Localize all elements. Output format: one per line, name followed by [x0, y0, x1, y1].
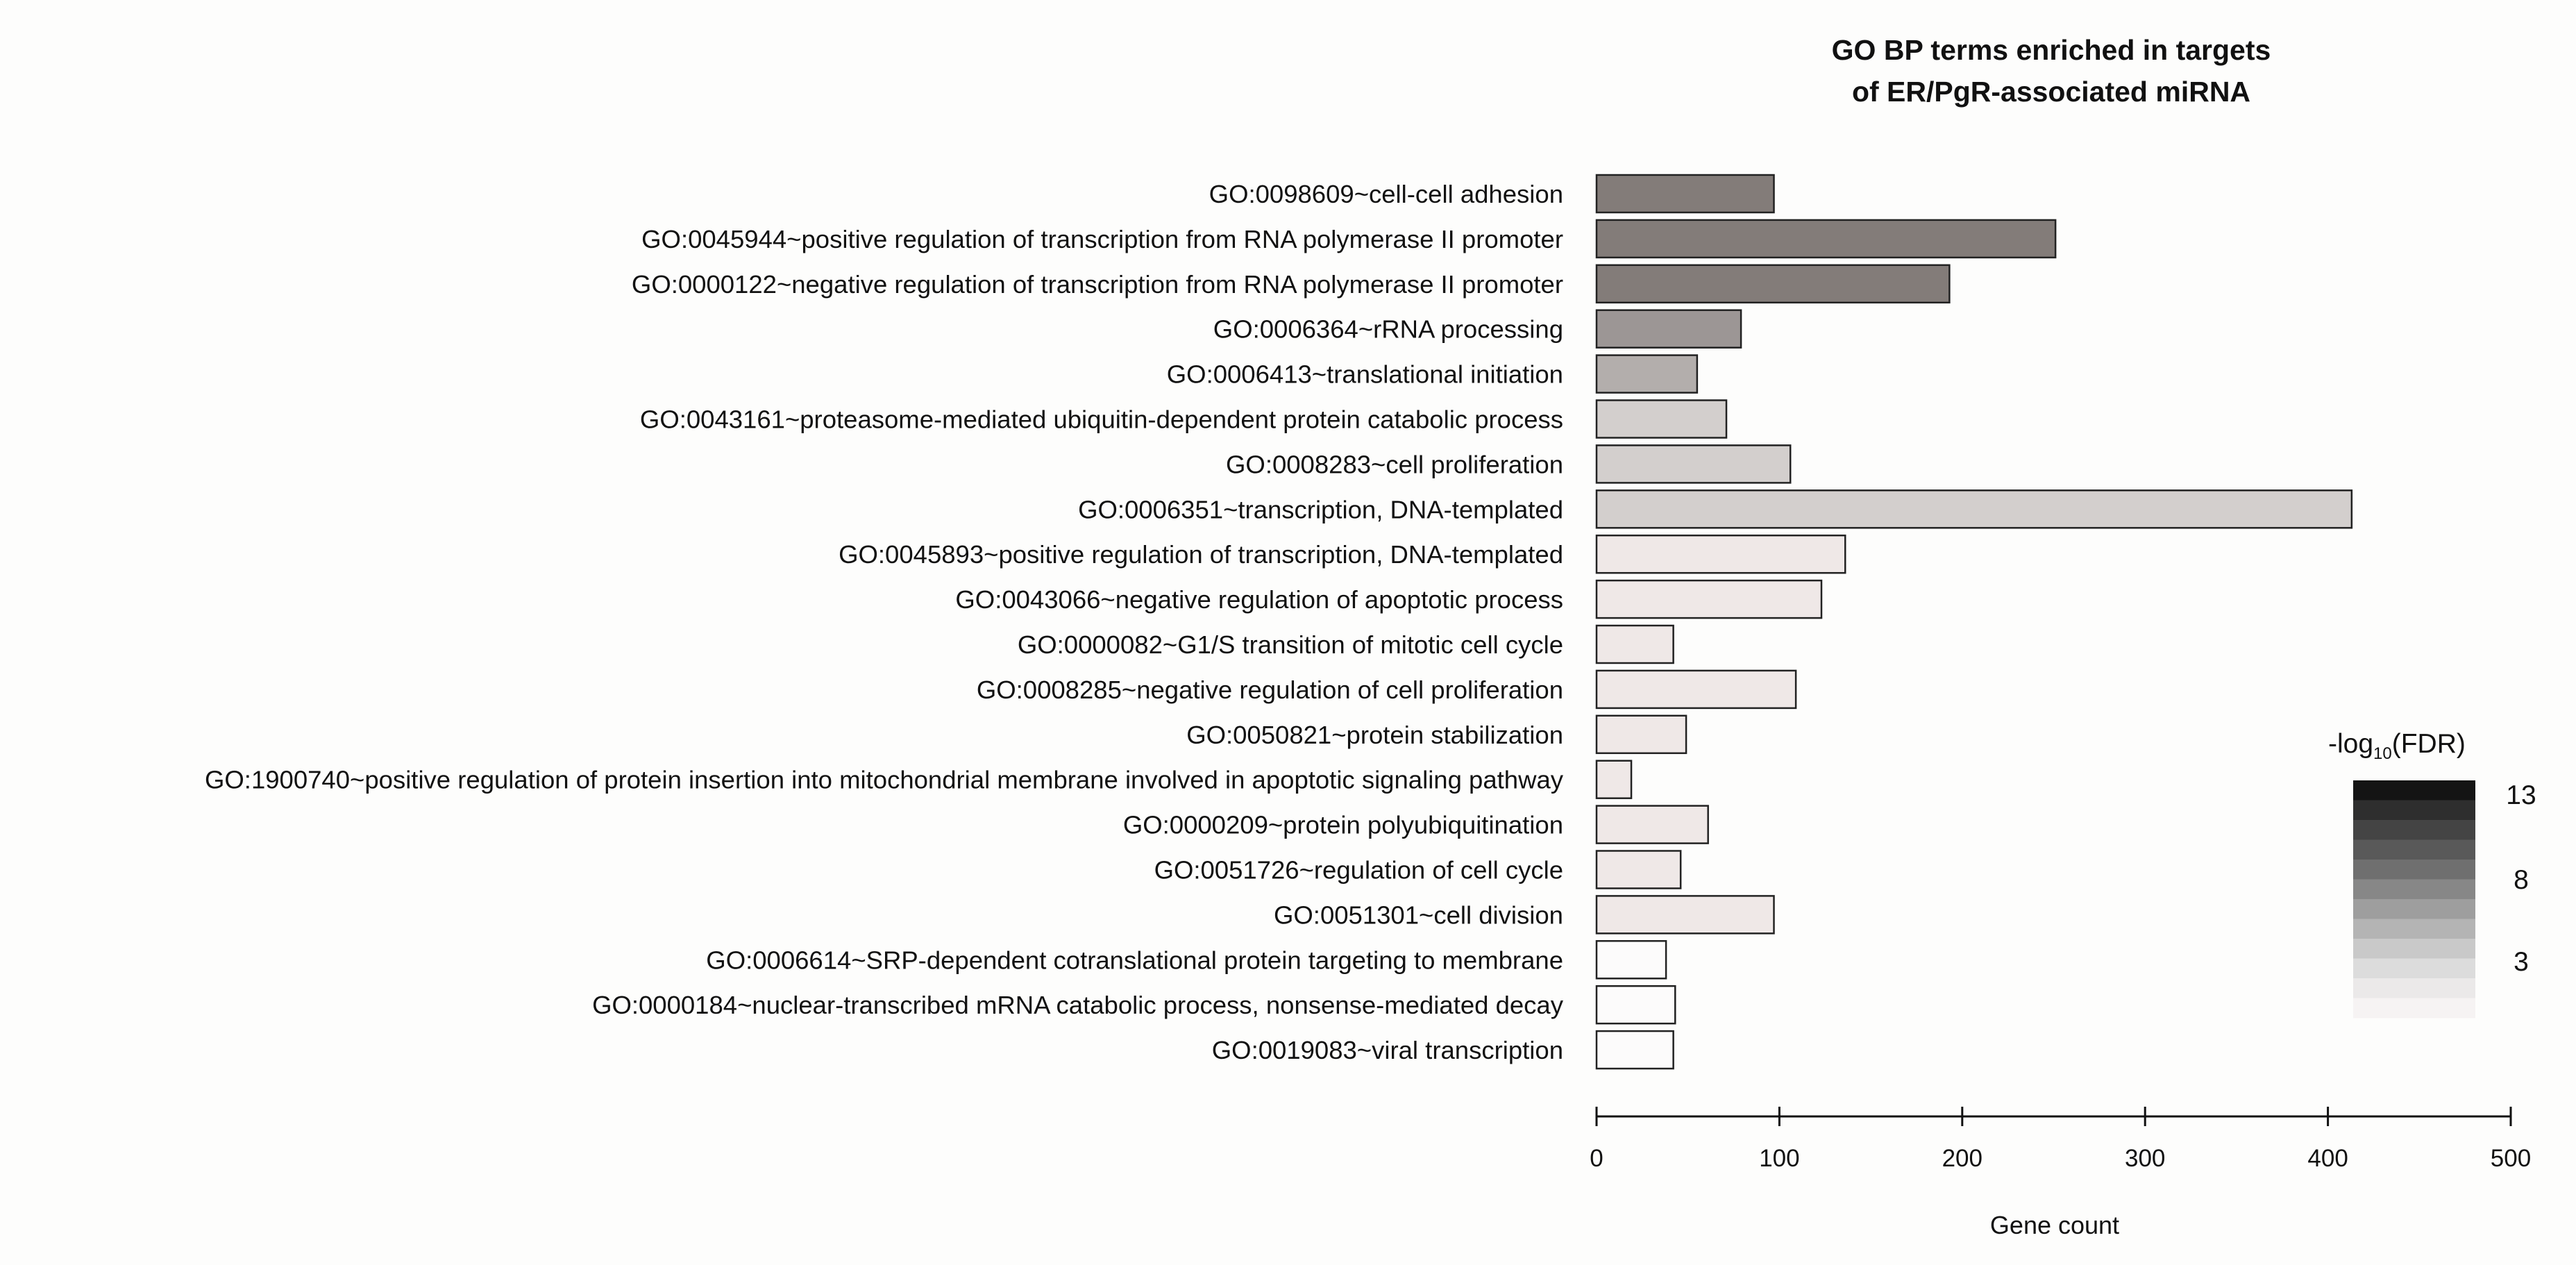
- legend-title-prefix: -log: [2328, 729, 2373, 759]
- x-axis-label: Gene count: [1990, 1211, 2119, 1239]
- category-label: GO:0006614~SRP-dependent cotranslational…: [706, 946, 1563, 974]
- bar: [1595, 219, 2057, 259]
- category-label: GO:0000184~nuclear-transcribed mRNA cata…: [592, 991, 1564, 1019]
- chart-title-line-2: of ER/PgR-associated miRNA: [1852, 76, 2250, 108]
- legend-label-low: 3: [2514, 947, 2529, 977]
- bar: [1595, 714, 1687, 755]
- legend-label-mid: 8: [2514, 865, 2529, 895]
- legend-color-step: [2353, 899, 2475, 919]
- bar-group: [1595, 174, 2353, 1070]
- category-labels: GO:0098609~cell-cell adhesion GO:0045944~…: [205, 180, 1564, 1064]
- legend-color-step: [2353, 998, 2475, 1019]
- bar: [1595, 805, 1709, 844]
- bar: [1595, 669, 1797, 710]
- bar: [1595, 895, 1775, 935]
- legend-title-subscript: 10: [2373, 744, 2392, 763]
- legend-color-step: [2353, 780, 2475, 801]
- category-label: GO:0045893~positive regulation of transc…: [839, 540, 1563, 569]
- chart-title-line-1: GO BP terms enriched in targets: [1832, 34, 2271, 66]
- bar: [1595, 264, 1951, 304]
- category-label: GO:0098609~cell-cell adhesion: [1209, 180, 1563, 208]
- category-label: GO:0000209~protein polyubiquitination: [1123, 811, 1563, 839]
- legend-color-step: [2353, 820, 2475, 840]
- category-label: GO:0000082~G1/S transition of mitotic ce…: [1018, 630, 1563, 659]
- color-legend: -log10(FDR) 13 8 3: [2328, 729, 2536, 1019]
- legend-color-scale: [2353, 780, 2475, 1019]
- legend-color-step: [2353, 800, 2475, 821]
- x-tick-label: 0: [1590, 1145, 1603, 1172]
- category-label: GO:0051301~cell division: [1274, 900, 1563, 929]
- category-label: GO:0008285~negative regulation of cell p…: [977, 676, 1563, 704]
- category-label: GO:0043066~negative regulation of apopto…: [955, 585, 1563, 614]
- legend-color-step: [2353, 919, 2475, 939]
- bar: [1595, 489, 2353, 529]
- legend-title: -log10(FDR): [2328, 729, 2466, 763]
- bar: [1595, 309, 1742, 349]
- category-label: GO:0008283~cell proliferation: [1226, 450, 1563, 478]
- bar: [1595, 624, 1674, 664]
- bar: [1595, 534, 1846, 574]
- legend-title-suffix: (FDR): [2392, 729, 2466, 759]
- x-tick-label: 200: [1942, 1145, 1982, 1172]
- legend-label-high: 13: [2506, 780, 2536, 810]
- legend-color-step: [2353, 939, 2475, 959]
- legend-color-step: [2353, 860, 2475, 880]
- bar: [1595, 760, 1633, 799]
- chart-title: GO BP terms enriched in targets of ER/Pg…: [1832, 34, 2271, 108]
- bar: [1595, 354, 1699, 394]
- category-label: GO:0006351~transcription, DNA-templated: [1078, 495, 1563, 523]
- category-label: GO:0006413~translational initiation: [1167, 360, 1563, 389]
- x-tick-label: 500: [2491, 1145, 2531, 1172]
- x-tick-label: 400: [2307, 1145, 2348, 1172]
- legend-color-step: [2353, 879, 2475, 900]
- x-axis: 0 100 200 300 400 500: [1590, 1107, 2531, 1172]
- bar: [1595, 399, 1728, 439]
- bar: [1595, 1030, 1674, 1070]
- category-label: GO:0050821~protein stabilization: [1186, 721, 1563, 749]
- bar: [1595, 174, 1775, 214]
- bar: [1595, 850, 1682, 889]
- legend-color-step: [2353, 839, 2475, 860]
- bar: [1595, 940, 1667, 980]
- category-label: GO:0019083~viral transcription: [1212, 1036, 1563, 1064]
- category-label: GO:0006364~rRNA processing: [1213, 315, 1563, 344]
- category-label: GO:0043161~proteasome-mediated ubiquitin…: [640, 405, 1563, 434]
- category-label: GO:1900740~positive regulation of protei…: [205, 766, 1564, 794]
- category-label: GO:0045944~positive regulation of transc…: [641, 225, 1563, 253]
- x-tick-label: 300: [2125, 1145, 2165, 1172]
- bar: [1595, 444, 1792, 484]
- x-tick-label: 100: [1759, 1145, 1799, 1172]
- bar: [1595, 579, 1823, 619]
- legend-color-step: [2353, 958, 2475, 979]
- legend-color-step: [2353, 978, 2475, 998]
- category-label: GO:0000122~negative regulation of transc…: [632, 270, 1563, 299]
- category-label: GO:0051726~regulation of cell cycle: [1154, 856, 1563, 885]
- bar: [1595, 985, 1676, 1025]
